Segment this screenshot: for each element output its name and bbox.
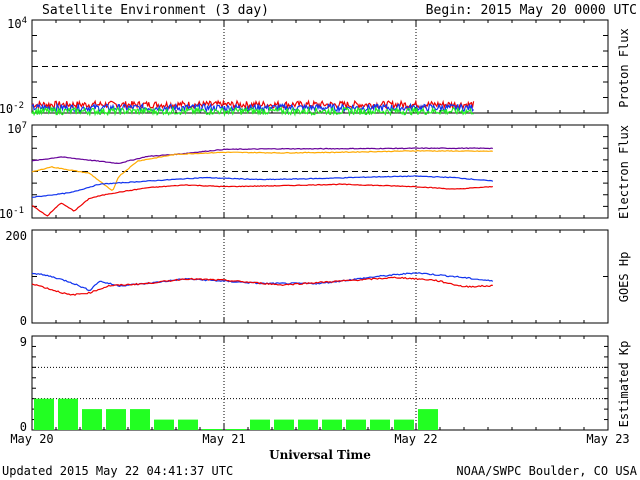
kp-bar-1 [58,398,78,430]
x-tick-label-0: May 20 [10,432,53,446]
hp-series-blue [31,272,494,292]
credit-text: NOAA/SWPC Boulder, CO USA [456,464,637,478]
hp-ytick-bottom: 0 [20,314,27,328]
x-axis-label: Universal Time [269,448,371,462]
chart-marks [31,19,609,431]
proton-ylabel: Proton Flux [617,28,631,107]
panel-frame-0 [31,19,609,114]
kp-ytick-bottom: 0 [20,420,27,434]
kp-bar-3 [106,409,126,430]
electron-ytick-bottom: 10-1 [0,206,24,221]
x-tick-label-1: May 21 [202,432,245,446]
kp-ytick-top: 9 [20,335,27,349]
panel-frame-1 [31,124,609,219]
kp-bar-6 [178,419,198,430]
electron-ylabel: Electron Flux [617,125,631,219]
kp-bar-0 [34,398,54,430]
kp-bar-8 [226,429,246,430]
x-tick-label-2: May 22 [394,432,437,446]
kp-ylabel: Estimated Kp [617,341,631,428]
updated-timestamp: Updated 2015 May 22 04:41:37 UTC [2,464,233,478]
electron-series-red [31,183,493,217]
electron-ytick-top: 107 [7,121,27,136]
begin-date: Begin: 2015 May 20 0000 UTC [426,3,637,18]
kp-bar-14 [370,419,390,430]
electron-series-orange [31,149,493,192]
proton-ytick-bottom: 10-2 [0,101,24,116]
panel-frame-2 [31,229,609,324]
proton-series-green [31,105,474,117]
kp-bar-13 [346,419,366,430]
electron-series-blue [31,175,494,199]
proton-ytick-top: 104 [7,16,27,31]
kp-bar-12 [322,419,342,430]
chart-title: Satellite Environment (3 day) [42,3,269,18]
hp-ylabel: GOES Hp [617,252,631,303]
kp-bar-5 [154,419,174,430]
kp-bar-16 [418,409,438,430]
hp-ytick-top: 200 [5,229,27,243]
kp-bar-11 [298,419,318,430]
kp-bar-4 [130,409,150,430]
kp-bar-2 [82,409,102,430]
kp-bar-10 [274,419,294,430]
kp-bar-15 [394,419,414,430]
x-tick-label-3: May 23 [586,432,629,446]
kp-bar-9 [250,419,270,430]
kp-bar-7 [202,429,222,430]
proton-series-red [31,98,475,111]
hp-series-red [31,276,493,296]
electron-series-purple [31,147,493,165]
